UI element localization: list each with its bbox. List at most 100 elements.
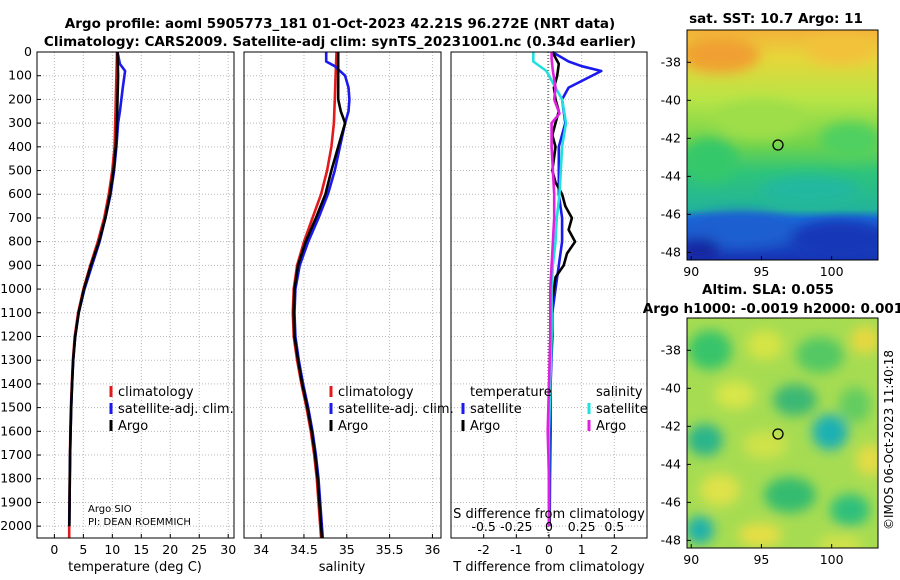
series-line-temperature-satellite: [548, 50, 603, 527]
ytick-label: 1000: [0, 281, 32, 296]
argo-owner: Argo SIO: [88, 504, 132, 515]
map-xtick-label: 95: [753, 552, 769, 567]
temperature-axes-box: [36, 51, 235, 539]
top-xtick-label: -0.5: [471, 519, 495, 534]
copyright-credit: ©IMOS 06-Oct-2023 11:40:18: [882, 350, 896, 530]
map-xtick-label: 90: [683, 264, 699, 279]
xtick-label: 34.5: [290, 542, 318, 557]
legend-argo-label: Argo: [118, 419, 148, 434]
legend-satellite-label: satellite-adj. clim.: [338, 402, 454, 417]
xtick-label: 5: [79, 542, 87, 557]
xtick-label: 0: [50, 542, 58, 557]
xtick-label: 36: [424, 542, 440, 557]
map-ytick-label: -46: [661, 494, 681, 509]
sst-map-frame: [686, 29, 879, 261]
map-ytick-label: -48: [661, 244, 681, 259]
xtick-label: 35.5: [376, 542, 404, 557]
argo-pi: PI: DEAN ROEMMICH: [88, 517, 191, 528]
ytick-label: 700: [8, 210, 32, 225]
series-line-argo: [68, 51, 120, 527]
salinity-axes-box: [243, 51, 442, 539]
ytick-label: 100: [8, 68, 32, 83]
title-line-1: Argo profile: aoml 5905773_181 01-Oct-20…: [65, 16, 615, 32]
ytick-label: 1100: [0, 305, 32, 320]
xtick-label: 20: [162, 542, 178, 557]
series-line-climatology: [291, 51, 338, 539]
ytick-label: 200: [8, 91, 32, 106]
legend-temperature-title: temperature: [470, 385, 552, 400]
xtick-label: 0: [545, 542, 553, 557]
sst-field: [687, 30, 878, 260]
map-xtick-label: 100: [820, 264, 844, 279]
temperature-grid: [37, 51, 234, 538]
map-ytick-label: -38: [661, 54, 681, 69]
salinity-legend: climatology satellite-adj. clim. Argo: [329, 385, 454, 434]
map-xtick-label: 90: [683, 552, 699, 567]
title-line-2: Climatology: CARS2009. Satellite-adj cli…: [44, 34, 636, 50]
series-line-climatology: [67, 51, 119, 538]
xtick-label: 34: [253, 542, 269, 557]
ytick-label: 0: [24, 44, 32, 59]
legend-climatology-label: climatology: [338, 385, 414, 400]
map-xtick-label: 100: [820, 552, 844, 567]
legend-argo-label: Argo: [338, 419, 368, 434]
temperature-xticks: 0 5 10 15 20 25 30: [50, 534, 236, 557]
xtick-label: 10: [104, 542, 120, 557]
difference-lines: [531, 50, 603, 527]
sst-map-title: sat. SST: 10.7 Argo: 11: [689, 11, 863, 27]
ytick-label: 1400: [0, 376, 32, 391]
legend-s-satellite-label: satellite: [596, 402, 648, 417]
legend-t-argo-label: Argo: [470, 419, 500, 434]
ytick-label: 1300: [0, 352, 32, 367]
series-line-satellite-adj-clim-: [293, 52, 351, 539]
sla-map: Altim. SLA: 0.055 Argo h1000: -0.0019 h2…: [643, 282, 900, 567]
xtick-label: 35: [339, 542, 355, 557]
sla-field: [687, 318, 878, 548]
legend-satellite-label: satellite-adj. clim.: [118, 402, 234, 417]
xtick-label: 15: [133, 542, 149, 557]
map-ytick-label: -44: [661, 168, 681, 183]
xtick-label: 25: [191, 542, 207, 557]
difference-xticks: -2 -1 0 1 2: [477, 534, 618, 557]
xtick-label: -1: [510, 542, 522, 557]
map-ytick-label: -42: [661, 418, 681, 433]
map-ytick-label: -44: [661, 456, 681, 471]
map-xtick-label: 95: [753, 264, 769, 279]
salinity-lines: [291, 51, 351, 539]
legend-t-satellite-label: satellite: [470, 402, 522, 417]
depth-yticks: 0 100 200 300 400 500 600 700 800 900 1000 1100 1200…: [0, 44, 41, 533]
map-ytick-label: -40: [661, 92, 681, 107]
sla-argo-marker: [772, 428, 784, 440]
xtick-label: -2: [477, 542, 489, 557]
series-line-argo: [292, 52, 347, 539]
difference-s-xlabel: S difference from climatology: [453, 507, 645, 522]
salinity-xticks: 34 34.5 35 35.5 36: [253, 534, 440, 557]
top-xtick-label: -0.25: [500, 519, 532, 534]
temperature-xlabel: temperature (deg C): [68, 560, 202, 575]
ytick-label: 1800: [0, 471, 32, 486]
ytick-label: 600: [8, 186, 32, 201]
top-xtick-label: 0: [545, 519, 553, 534]
top-xtick-label: 0.5: [604, 519, 624, 534]
ytick-label: 1700: [0, 447, 32, 462]
xtick-label: 1: [578, 542, 586, 557]
map-ytick-label: -38: [661, 342, 681, 357]
difference-panel: -2 -1 0 1 2 -0.5 -0.25 0 0.25 0.5 S difference f…: [450, 50, 648, 575]
ytick-label: 300: [8, 115, 32, 130]
map-ytick-label: -40: [661, 380, 681, 395]
map-ytick-label: -42: [661, 130, 681, 145]
sst-map: sat. SST: 10.7 Argo: 11 90 95 100 -38 -40 -42…: [661, 11, 879, 279]
salinity-grid: [244, 51, 441, 538]
difference-t-xlabel: T difference from climatology: [452, 560, 645, 575]
temperature-lines: [67, 51, 127, 538]
ytick-label: 400: [8, 139, 32, 154]
sla-map-title-1: Altim. SLA: 0.055: [702, 282, 834, 298]
temperature-panel: 0 5 10 15 20 25 30 0 100 200 300 400 500 600 700 800 90…: [0, 44, 236, 575]
ytick-label: 900: [8, 257, 32, 272]
ytick-label: 1200: [0, 328, 32, 343]
difference-legend: temperature satellite Argo salinity sate…: [461, 385, 648, 434]
ytick-label: 500: [8, 163, 32, 178]
sla-map-title-2: Argo h1000: -0.0019 h2000: 0.001: [643, 301, 900, 317]
legend-s-argo-label: Argo: [596, 419, 626, 434]
